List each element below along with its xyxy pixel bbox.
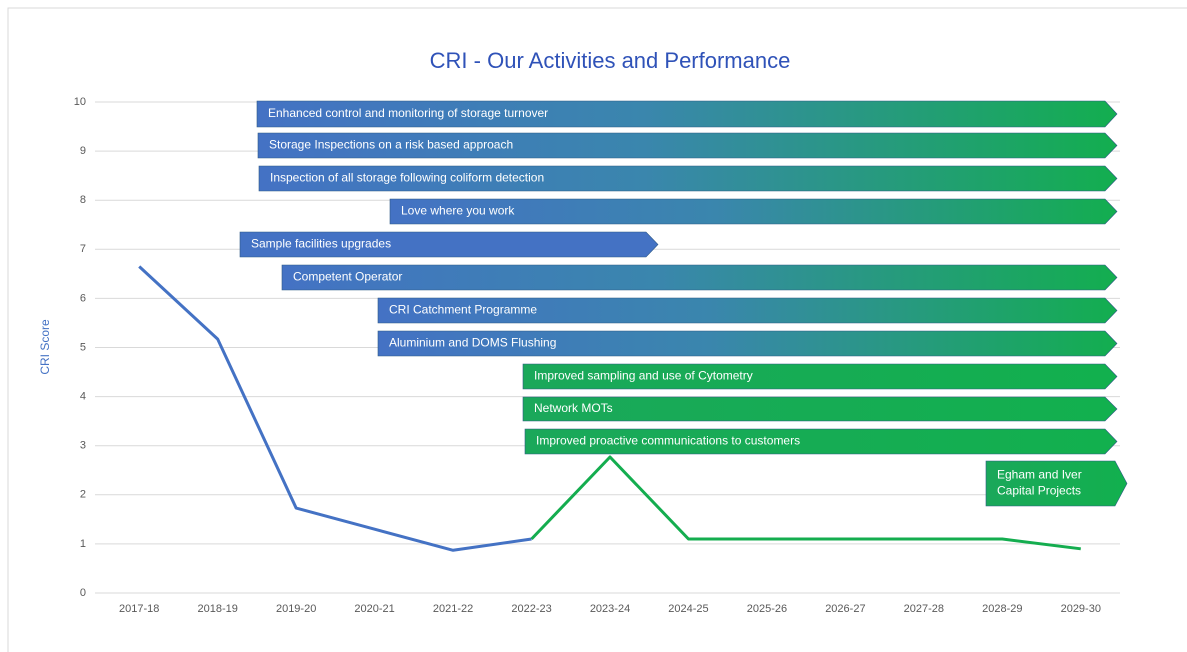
activity-label: Improved proactive communications to cus… — [536, 434, 800, 448]
y-tick-label: 3 — [80, 440, 86, 452]
x-tick-label: 2021-22 — [433, 603, 473, 615]
y-tick-label: 6 — [80, 292, 86, 304]
data-line — [530, 455, 1081, 551]
activity-label: Love where you work — [401, 204, 515, 218]
activity-arrow — [281, 264, 1118, 291]
activity-arrow — [256, 100, 1118, 128]
activity-label: CRI Catchment Programme — [389, 303, 537, 317]
activity-label: Network MOTs — [534, 401, 613, 415]
y-tick-label: 0 — [80, 587, 86, 599]
activity-arrow — [522, 363, 1118, 390]
y-tick-label: 5 — [80, 341, 86, 353]
activity-label: Capital Projects — [997, 484, 1081, 498]
activity-label: Inspection of all storage following coli… — [270, 171, 544, 185]
activity-arrow — [389, 198, 1118, 225]
x-tick-label: 2026-27 — [825, 603, 865, 615]
x-tick-label: 2024-25 — [668, 603, 708, 615]
x-tick-label: 2017-18 — [119, 603, 159, 615]
activity-label: Aluminium and DOMS Flushing — [389, 336, 556, 350]
activity-label: Storage Inspections on a risk based appr… — [269, 138, 513, 152]
activity-arrow — [239, 231, 659, 258]
y-tick-label: 10 — [74, 96, 86, 108]
data-line — [138, 265, 532, 552]
activity-label: Egham and Iver — [997, 468, 1082, 482]
x-tick-label: 2019-20 — [276, 603, 316, 615]
x-tick-label: 2028-29 — [982, 603, 1022, 615]
activity-arrow — [524, 428, 1118, 455]
y-tick-label: 1 — [80, 538, 86, 550]
y-tick-label: 7 — [80, 243, 86, 255]
activity-arrow — [377, 330, 1118, 357]
y-tick-label: 9 — [80, 145, 86, 157]
x-tick-label: 2022-23 — [511, 603, 551, 615]
x-tick-label: 2025-26 — [747, 603, 787, 615]
x-tick-label: 2023-24 — [590, 603, 630, 615]
frame — [7, 7, 1187, 652]
activity-arrow — [985, 460, 1128, 507]
activity-label: Enhanced control and monitoring of stora… — [268, 106, 548, 120]
activity-arrow — [377, 297, 1118, 324]
y-tick-label: 8 — [80, 194, 86, 206]
activity-arrow — [522, 396, 1118, 422]
y-tick-label: 2 — [80, 489, 86, 501]
x-tick-label: 2018-19 — [198, 603, 238, 615]
y-tick-label: 4 — [80, 391, 86, 403]
x-tick-label: 2027-28 — [904, 603, 944, 615]
activity-label: Sample facilities upgrades — [251, 237, 391, 251]
chart-title: CRI - Our Activities and Performance — [430, 48, 791, 73]
x-tick-label: 2020-21 — [354, 603, 394, 615]
x-tick-label: 2029-30 — [1061, 603, 1101, 615]
activity-arrow — [257, 132, 1118, 159]
activity-label: Improved sampling and use of Cytometry — [534, 369, 753, 383]
y-axis-label: CRI Score — [38, 319, 52, 375]
activity-label: Competent Operator — [293, 270, 402, 284]
activity-arrow — [258, 165, 1118, 192]
